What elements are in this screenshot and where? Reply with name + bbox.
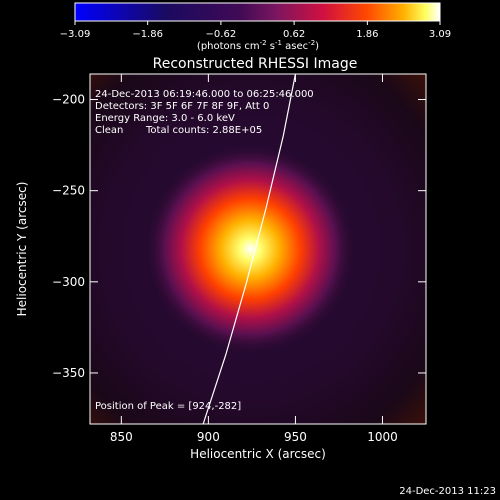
energy-range-label: Energy Range: 3.0 - 6.0 keV	[95, 113, 235, 124]
detectors-label: Detectors: 3F 5F 6F 7F 8F 9F, Att 0	[95, 101, 269, 112]
time-range-label: 24-Dec-2013 06:19:46.000 to 06:25:46.000	[95, 89, 314, 100]
x-axis-ticks: 850 900 950 1000	[110, 74, 398, 444]
y-axis-ticks: −200 −250 −300 −350	[52, 93, 426, 380]
x-tick-label: 900	[197, 430, 220, 444]
plot-image	[90, 74, 426, 424]
y-axis-label: Heliocentric Y (arcsec)	[15, 182, 29, 317]
colorbar-tick-label: 3.09	[429, 29, 451, 40]
peak-position-label: Position of Peak = [924,-282]	[95, 401, 241, 412]
total-counts-label: Total counts: 2.88E+05	[145, 125, 262, 136]
chart-title: Reconstructed RHESSI Image	[153, 56, 358, 72]
colorbar	[74, 2, 441, 22]
x-tick-label: 850	[110, 430, 133, 444]
x-tick-label: 1000	[367, 430, 398, 444]
plot-frame	[89, 73, 427, 425]
colorbar-tick-label: −0.62	[206, 29, 237, 40]
timestamp: 24-Dec-2013 11:23	[399, 486, 496, 497]
x-axis-label: Heliocentric X (arcsec)	[190, 447, 326, 461]
colorbar-tick-label: −1.86	[132, 29, 163, 40]
flare-source	[145, 144, 355, 354]
colorbar-ticks: −3.09 −1.86 −0.62 0.62 1.86 3.09	[60, 21, 451, 40]
algorithm-label: Clean	[95, 125, 123, 136]
y-tick-label: −250	[52, 184, 85, 198]
y-tick-label: −300	[52, 275, 85, 289]
y-tick-label: −200	[52, 93, 85, 107]
solar-limb-line	[202, 74, 297, 424]
colorbar-tick-label: 1.86	[356, 29, 378, 40]
colorbar-tick-label: 0.62	[283, 29, 305, 40]
colorbar-units: (photons cm-2 s-1 asec-2)	[197, 39, 319, 52]
colorbar-tick-label: −3.09	[60, 29, 91, 40]
x-tick-label: 950	[284, 430, 307, 444]
y-tick-label: −350	[52, 366, 85, 380]
